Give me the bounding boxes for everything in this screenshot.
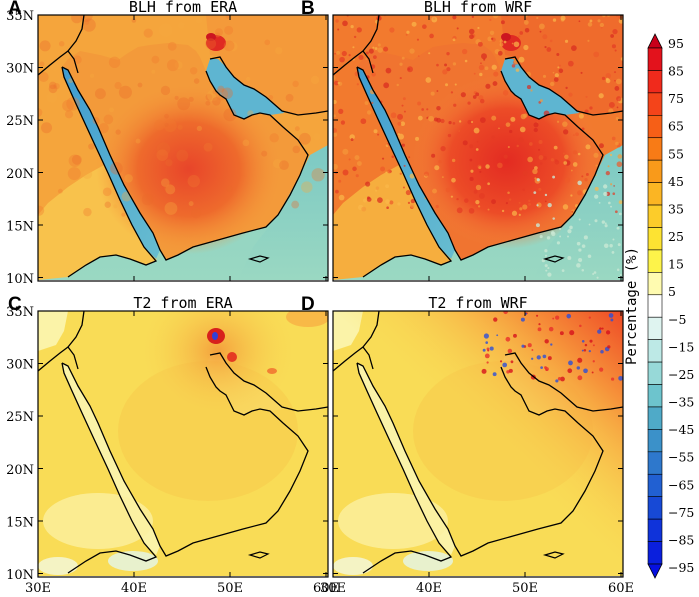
colorbar-bin [647, 406, 663, 430]
colorbar-label: −55 [668, 450, 694, 465]
map-panel-d [332, 310, 624, 578]
panel-letter-b: B [301, 0, 315, 19]
colorbar-bin [647, 473, 663, 497]
colorbar-bin [647, 272, 663, 296]
colorbar-bin [647, 429, 663, 453]
colorbar-label: −45 [668, 422, 694, 437]
colorbar-label: −5 [668, 312, 686, 327]
lon-label: 30E [25, 581, 51, 596]
lat-label: 10N [6, 272, 34, 287]
colorbar-bin [647, 92, 663, 116]
colorbar-label: −35 [668, 395, 694, 410]
colorbar-bin [647, 541, 663, 565]
lat-label: 30N [6, 62, 34, 77]
colorbar-bin [647, 339, 663, 363]
lat-label: 15N [6, 219, 34, 234]
colorbar-bin [647, 227, 663, 251]
colorbar-bin [647, 249, 663, 273]
latitude-labels: 35N30N25N20N15N10N35N30N25N20N15N10N35N3… [6, 9, 34, 583]
panel-letter-d: D [301, 294, 315, 315]
lat-label: 15N [6, 515, 34, 530]
panel-title-a: BLH from ERA [129, 0, 237, 16]
colorbar-label: 95 [668, 36, 684, 51]
colorbar-label: 75 [668, 91, 684, 106]
lat-label: 25N [6, 410, 34, 425]
colorbar-label: 65 [668, 119, 684, 134]
lon-label: 30E [320, 581, 346, 596]
lon-label: 40E [121, 581, 147, 596]
lon-label: 40E [416, 581, 442, 596]
colorbar-label: 5 [668, 284, 676, 299]
colorbar-label: 15 [668, 257, 684, 272]
panel-title-d: T2 from WRF [428, 294, 527, 312]
colorbar-top-arrow [647, 33, 663, 49]
colorbar-bin [647, 47, 663, 71]
colorbar-label: 35 [668, 201, 684, 216]
colorbar-bin [647, 294, 663, 318]
map-panel-b [332, 14, 624, 282]
colorbar-bin [647, 70, 663, 94]
colorbar-label: −85 [668, 532, 694, 547]
colorbar-bin [647, 115, 663, 139]
lat-label: 30N [6, 358, 34, 373]
panel-letter-a: A [8, 0, 22, 19]
colorbar-title: Percentage (%) [624, 247, 640, 365]
colorbar-bin [647, 451, 663, 475]
map-panels: A BLH from ERA B BLH from WRF C T2 from ERA D T… [8, 0, 624, 578]
colorbar-bin [647, 182, 663, 206]
colorbar-bin [647, 316, 663, 340]
colorbar-bin [647, 159, 663, 183]
lat-label: 10N [6, 568, 34, 583]
colorbar-bin [647, 518, 663, 542]
colorbar-bottom-arrow [647, 563, 663, 579]
colorbar-bin [647, 361, 663, 385]
map-panel-a [37, 14, 329, 282]
colorbar-bin [647, 384, 663, 408]
panel-title-b: BLH from WRF [424, 0, 532, 16]
colorbar-label: −95 [668, 560, 694, 575]
lon-label: 50E [512, 581, 538, 596]
lat-label: 25N [6, 114, 34, 129]
panel-letter-c: C [8, 294, 22, 315]
colorbar-bin [647, 137, 663, 161]
lon-label: 60E [313, 581, 339, 596]
colorbar: 95 85 75 65 55 45 35 25 15 5 −5 −15 −25 −35 −45 −55 −65 −… [624, 33, 694, 579]
lon-label: 50E [217, 581, 243, 596]
colorbar-label: 45 [668, 174, 684, 189]
colorbar-label: 55 [668, 146, 684, 161]
lat-label: 35N [6, 305, 34, 320]
lon-label: 60E [608, 581, 634, 596]
colorbar-label: −75 [668, 505, 694, 520]
lat-label: 20N [6, 463, 34, 478]
panel-title-c: T2 from ERA [133, 294, 232, 312]
colorbar-bin [647, 204, 663, 228]
colorbar-label: 25 [668, 229, 684, 244]
colorbar-label: −25 [668, 367, 694, 382]
lat-label: 20N [6, 167, 34, 182]
lat-label: 35N [6, 9, 34, 24]
colorbar-bin [647, 496, 663, 520]
colorbar-label: −15 [668, 339, 694, 354]
map-panel-c [37, 310, 329, 578]
colorbar-label: 85 [668, 64, 684, 79]
colorbar-label: −65 [668, 477, 694, 492]
